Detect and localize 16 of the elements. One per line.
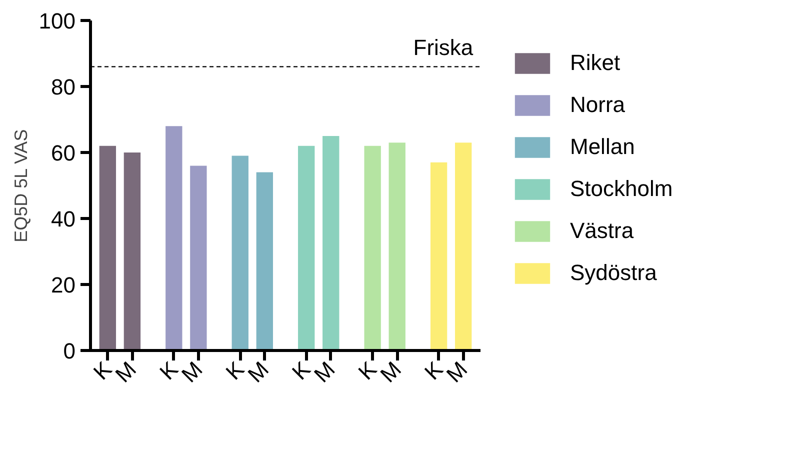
x-tick-label: K	[287, 356, 316, 385]
legend-label: Norra	[570, 92, 626, 118]
legend-label: Sydöstra	[570, 260, 657, 286]
y-tick-label: 60	[51, 140, 76, 166]
y-tick-label: 40	[51, 206, 76, 232]
legend-label: Riket	[570, 50, 620, 76]
legend-label: Stockholm	[570, 176, 673, 202]
y-tick-label: 20	[51, 272, 76, 298]
y-tick-label: 80	[51, 74, 76, 100]
legend-label: Västra	[570, 218, 634, 244]
y-tick-label: 0	[63, 338, 76, 364]
y-axis-title: EQ5D 5L VAS	[10, 129, 31, 242]
y-tick-label: 100	[38, 8, 76, 34]
x-tick-label: K	[154, 356, 183, 385]
ref-line-label: Friska	[413, 35, 474, 60]
legend-label: Mellan	[570, 134, 635, 160]
